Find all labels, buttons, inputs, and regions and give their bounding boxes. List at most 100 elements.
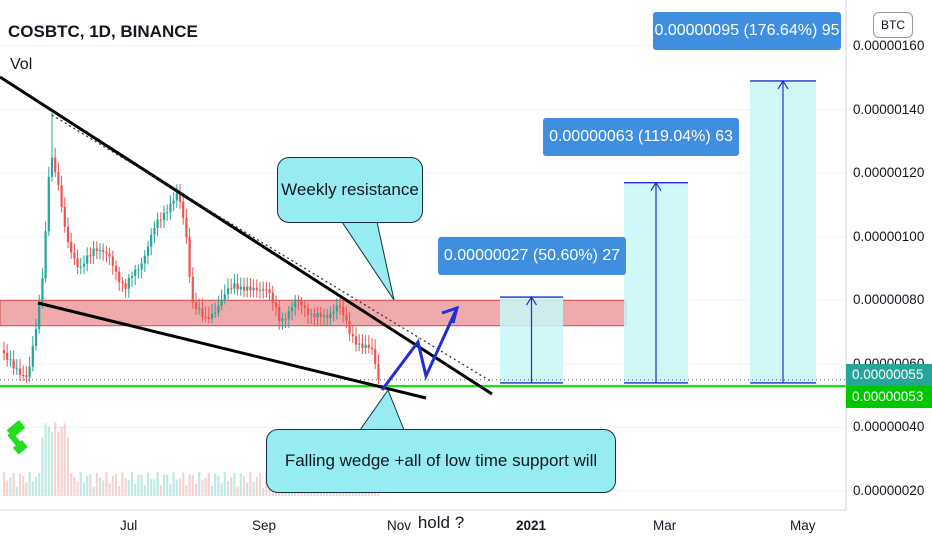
candle-body (2, 350, 6, 354)
volume-bar (130, 472, 134, 496)
candle-body (329, 313, 332, 318)
resistance-callout[interactable]: Weekly resistance (277, 157, 423, 223)
candle-body (140, 263, 143, 270)
volume-bar (194, 483, 198, 496)
candle-body (342, 306, 345, 316)
candle-body (370, 347, 374, 350)
candle-body (18, 368, 22, 376)
volume-bar (137, 475, 140, 496)
candle-body (108, 253, 111, 257)
volume-bar (22, 476, 25, 496)
candle-body (92, 248, 95, 256)
candle-body (316, 312, 319, 318)
volume-bar (198, 472, 201, 496)
volume-bar (28, 472, 31, 496)
volume-bar (153, 479, 156, 496)
candle-body (121, 281, 124, 284)
candle-body (201, 308, 204, 317)
candle-body (367, 344, 370, 348)
volume-bar (143, 485, 146, 496)
candle-body (278, 307, 281, 322)
candle-body (127, 277, 130, 289)
wedge-lower-trendline[interactable] (37, 301, 427, 400)
candle-body (284, 318, 287, 320)
candle-body (73, 252, 76, 259)
candle-body (22, 375, 25, 377)
callout-pointer-bottom (359, 388, 405, 431)
volume-bar (226, 480, 230, 496)
volume-bar (223, 472, 226, 496)
volume-bar (242, 476, 246, 496)
candle-body (162, 212, 166, 221)
candle-body (98, 250, 102, 252)
candle-body (255, 287, 258, 291)
chart-grid (0, 45, 846, 492)
candle-body (220, 299, 223, 306)
volume-bar (89, 473, 92, 496)
candle-body (252, 287, 255, 291)
wedge-callout[interactable]: Falling wedge +all of low time support w… (266, 429, 616, 532)
candle-body (41, 278, 44, 305)
volume-bar (159, 484, 162, 496)
candle-body (79, 266, 82, 268)
candle-body (118, 271, 121, 282)
volume-bar (172, 472, 175, 496)
candle-body (66, 226, 70, 242)
price-tick-label: 0.00000100 (853, 228, 925, 244)
price-tick-label: 0.00000140 (853, 101, 925, 117)
candle-body (306, 308, 310, 315)
candle-body (156, 219, 159, 229)
volume-bar (169, 484, 172, 496)
volume-label: Vol (10, 56, 33, 73)
candle-body (89, 255, 92, 257)
price-tag: 0.00000055 (846, 363, 932, 386)
candle-body (15, 368, 18, 370)
candle-body (31, 345, 34, 367)
symbol-title: COSBTC, 1D, BINANCE (8, 22, 198, 41)
currency-button[interactable]: BTC (873, 12, 913, 38)
volume-bar (66, 437, 70, 496)
candle-body (207, 317, 210, 319)
candle-body (124, 283, 127, 289)
volume-bar (25, 482, 28, 496)
candlestick-series (2, 113, 380, 385)
candle-body (287, 311, 290, 320)
candle-body (153, 228, 156, 235)
volume-bar (258, 473, 262, 496)
candle-body (50, 157, 54, 177)
candle-body (242, 286, 246, 291)
candle-body (335, 305, 338, 312)
gavel-icon (6, 420, 28, 455)
candle-body (6, 353, 9, 360)
candle-body (210, 313, 214, 319)
volume-bar (60, 426, 63, 496)
volume-bar (156, 472, 159, 496)
volume-bar (166, 474, 169, 496)
candle-body (348, 320, 351, 335)
candle-body (25, 375, 28, 378)
price-tick-label: 0.00000120 (853, 165, 925, 181)
candle-body (226, 288, 230, 295)
measure-label[interactable]: 0.00000095 (176.64%) 95 (653, 12, 841, 50)
measure-label[interactable]: 0.00000063 (119.04%) 63 (543, 118, 739, 156)
candle-body (300, 301, 303, 306)
candle-body (137, 269, 140, 271)
candle-body (377, 364, 380, 380)
candle-body (111, 256, 114, 266)
candle-body (290, 307, 294, 312)
candle-body (169, 203, 172, 213)
wedge-upper-trendline[interactable] (0, 75, 493, 396)
price-tick-label: 0.00000160 (853, 38, 925, 53)
candle-body (358, 343, 361, 345)
volume-bar (2, 472, 6, 496)
measure-label[interactable]: 0.00000027 (50.60%) 27 (438, 237, 626, 275)
candle-body (319, 312, 322, 317)
volume-bar (239, 473, 242, 496)
volume-bar (246, 482, 249, 496)
callout-pointer-top (341, 221, 395, 301)
candle-body (60, 185, 63, 207)
volume-bar (127, 479, 130, 496)
candle-body (47, 176, 50, 232)
candle-body (150, 234, 153, 247)
